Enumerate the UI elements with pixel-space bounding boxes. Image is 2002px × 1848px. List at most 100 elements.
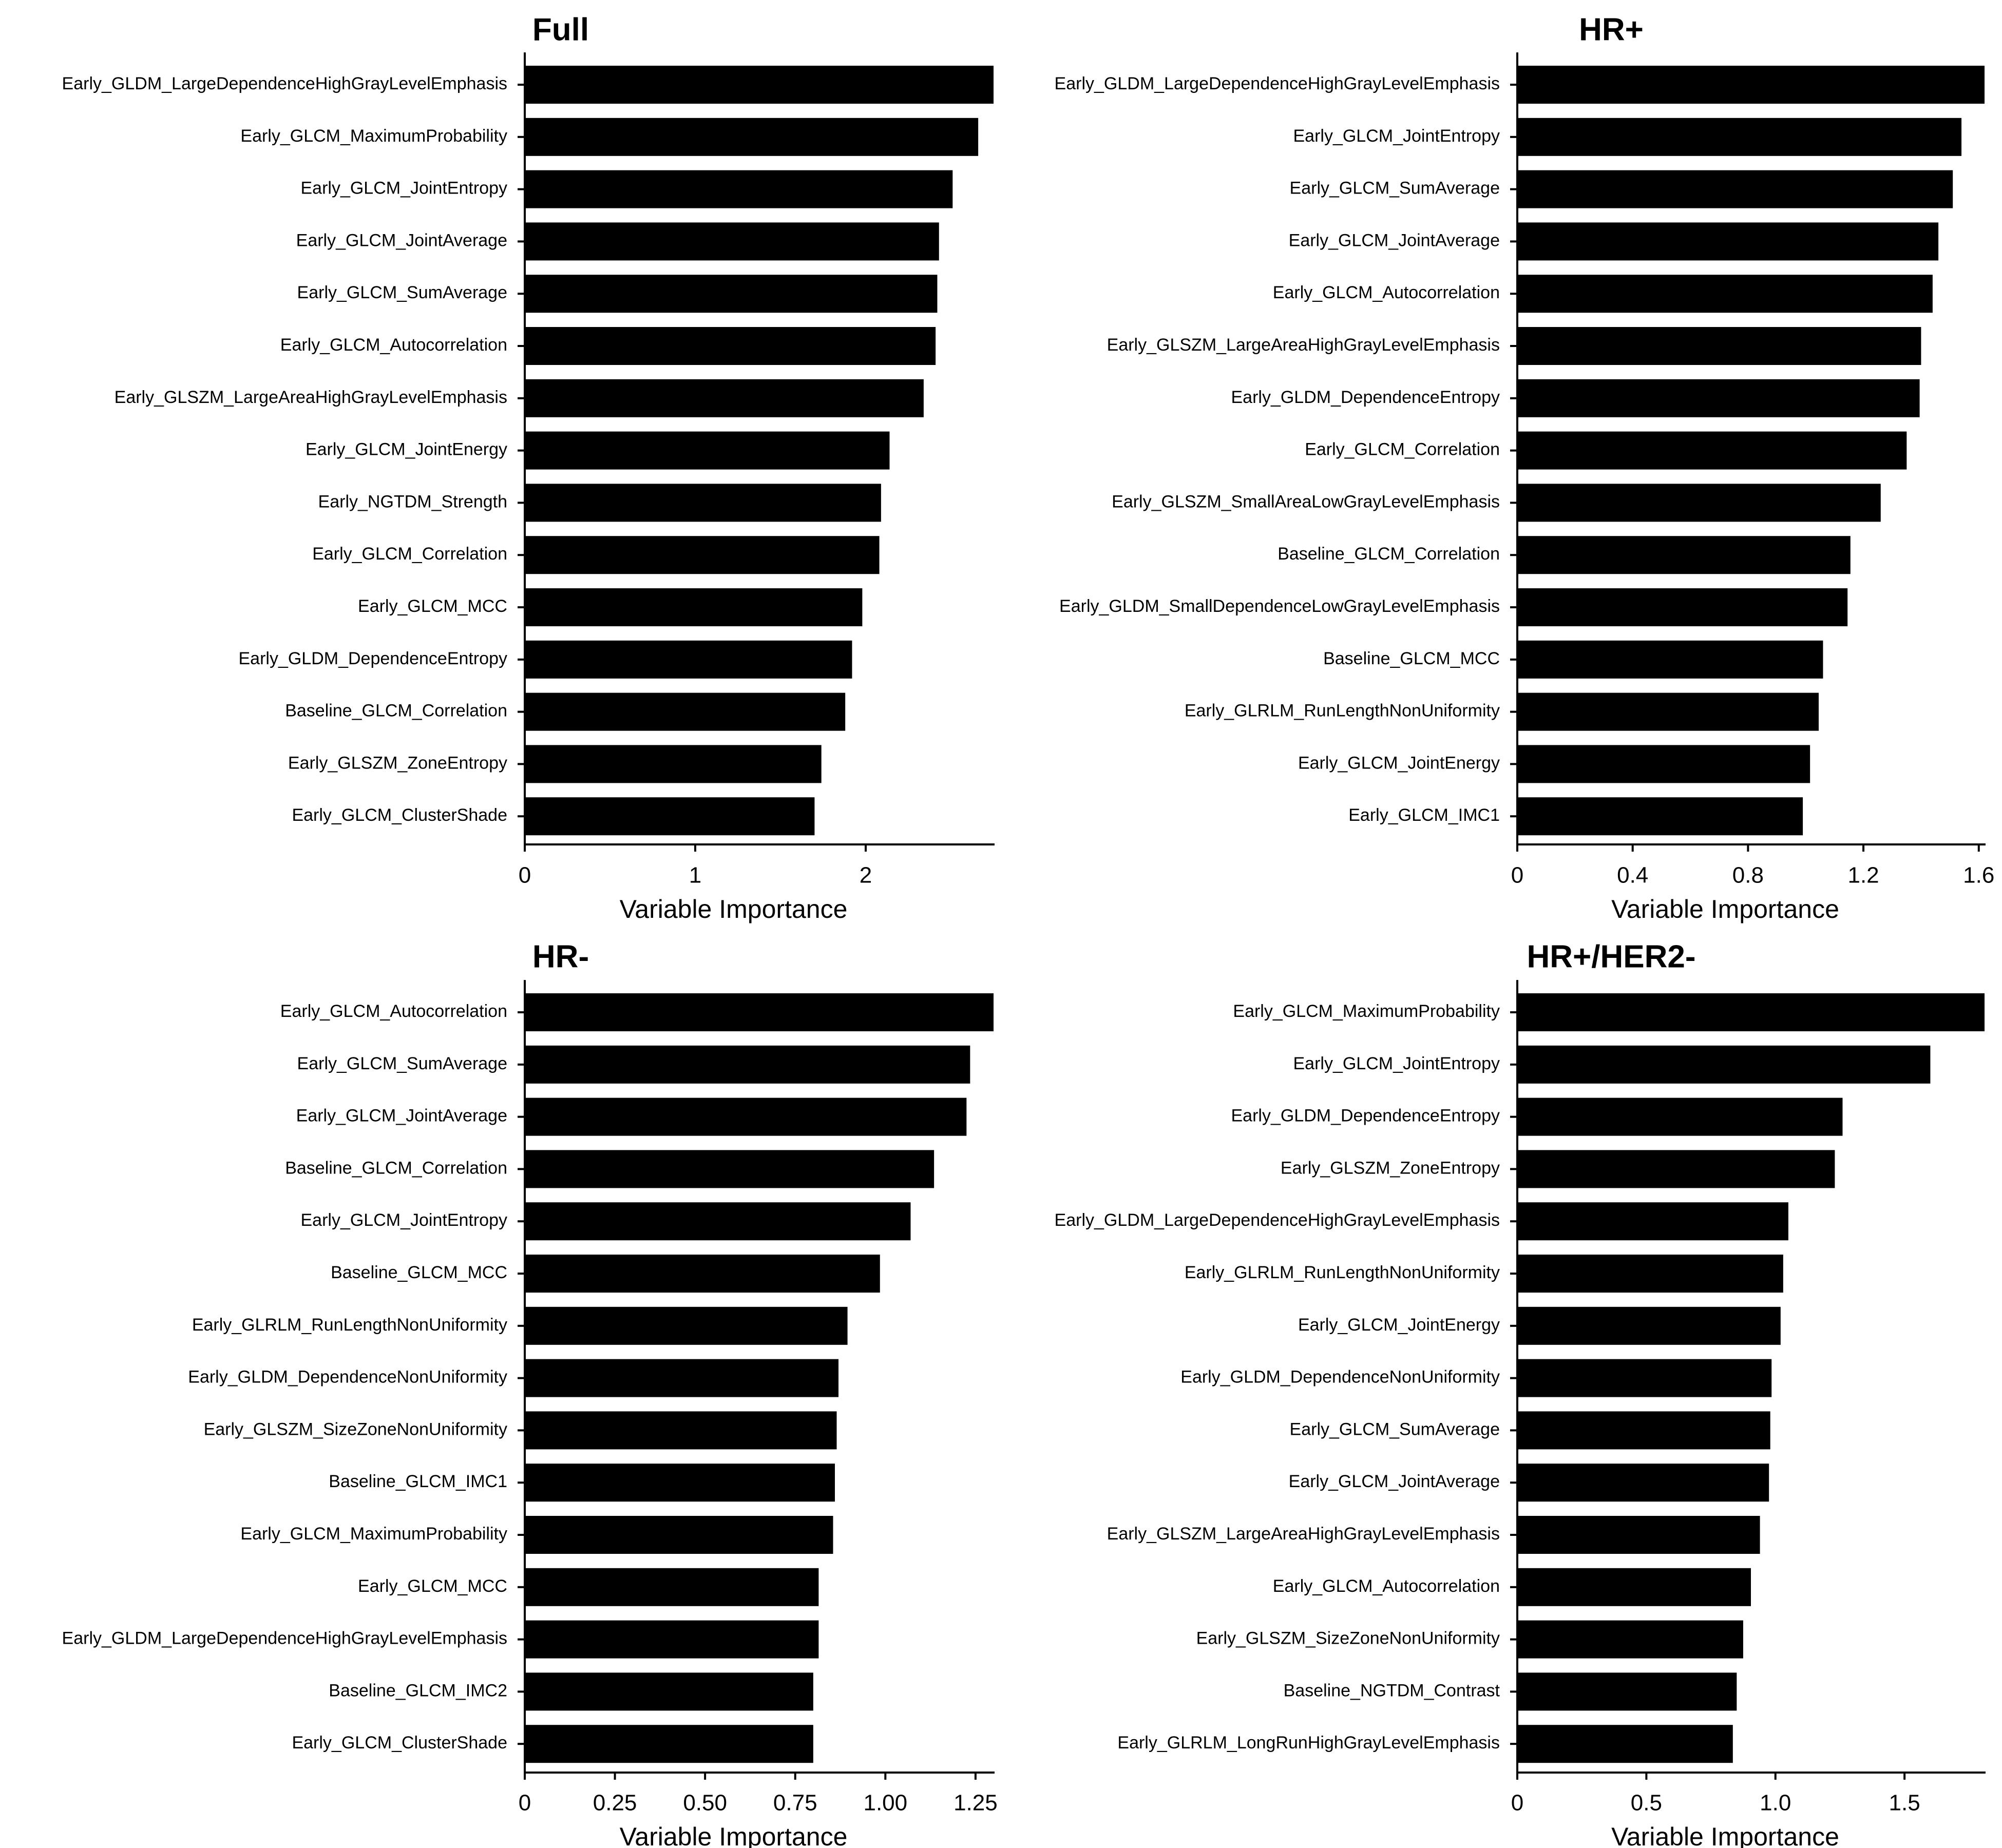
category-label: Early_NGTDM_Strength [318,492,507,511]
category-label: Early_GLCM_JointEnergy [1298,1315,1500,1335]
x-tick-label: 0 [519,863,531,888]
x-tick-label: 2 [860,863,872,888]
bar [525,1202,911,1241]
bar [1517,1411,1770,1450]
category-label: Early_GLDM_SmallDependenceLowGrayLevelEm… [1059,596,1500,616]
panel-title: Full [532,12,589,47]
panel-title: HR+/HER2- [1527,939,1695,974]
bar [1517,170,1953,208]
bar [525,66,994,104]
x-tick-label: 1.5 [1889,1791,1920,1816]
category-label: Early_GLCM_IMC1 [1348,805,1500,825]
bar [1517,1255,1783,1293]
bar [1517,431,1907,470]
category-label: Early_GLDM_LargeDependenceHighGrayLevelE… [62,74,507,93]
category-label: Early_GLCM_JointEnergy [1298,753,1500,773]
category-label: Early_GLCM_ClusterShade [292,805,507,825]
bar [525,536,880,574]
category-label: Baseline_GLCM_MCC [331,1263,507,1282]
category-label: Early_GLCM_JointEnergy [306,440,507,459]
x-axis-title: Variable Importance [620,895,848,923]
category-label: Early_GLCM_Correlation [1305,440,1500,459]
bar [1517,588,1848,626]
bar [1517,536,1851,574]
category-label: Early_GLCM_MCC [358,1576,507,1596]
x-tick-label: 0.5 [1631,1791,1662,1816]
bar [1517,1150,1835,1188]
x-tick-label: 1.0 [1760,1791,1791,1816]
category-label: Early_GLDM_LargeDependenceHighGrayLevelE… [1055,1210,1500,1230]
bar [1517,797,1803,836]
category-label: Early_GLCM_MCC [358,596,507,616]
category-label: Baseline_GLCM_IMC2 [329,1681,507,1700]
category-label: Baseline_GLCM_IMC1 [329,1472,507,1491]
bar [1517,1306,1781,1345]
bar [1517,1516,1760,1554]
bar [525,1306,848,1345]
bar [525,640,852,679]
panel-hr-positive-her2-negative: HR+/HER2- Early_GLCM_MaximumProbability Ea… [1055,939,1986,1848]
bar [1517,640,1823,679]
x-tick-label: 0.4 [1617,863,1648,888]
bar [1517,327,1921,365]
category-label: Early_GLRLM_RunLengthNonUniformity [1185,1263,1500,1282]
panel-hr-negative: HR- Early_GLCM_Autocorrelation Early_GLCM_… [62,939,998,1848]
category-label: Early_GLCM_JointEntropy [300,1210,507,1230]
category-label: Early_GLSZM_SizeZoneNonUniformity [1196,1629,1500,1648]
x-tick-label: 0 [519,1791,531,1816]
category-label: Early_GLCM_ClusterShade [292,1733,507,1753]
bar [525,1359,839,1397]
category-label: Early_GLSZM_LargeAreaHighGrayLevelEmphas… [115,388,507,407]
bar [525,1411,837,1450]
category-label: Early_GLSZM_SizeZoneNonUniformity [204,1419,507,1439]
bar [1517,1202,1788,1241]
panel-full: Full Early_GLDM_LargeDependenceHighGrayLe… [62,12,995,923]
category-label: Baseline_GLCM_Correlation [1278,544,1500,564]
bar [1517,66,1985,104]
category-label: Early_GLCM_JointAverage [296,230,507,250]
category-label: Early_GLDM_LargeDependenceHighGrayLevelE… [62,1629,507,1648]
category-label: Early_GLSZM_ZoneEntropy [288,753,507,773]
category-label: Early_GLDM_DependenceEntropy [1231,388,1500,407]
x-axis-title: Variable Importance [1611,1822,1839,1848]
bar [525,1516,833,1554]
category-label: Early_GLCM_JointEntropy [300,179,507,198]
category-label: Early_GLDM_DependenceEntropy [238,649,507,668]
category-label: Early_GLRLM_RunLengthNonUniformity [192,1315,507,1335]
bar [525,588,863,626]
bar [525,993,994,1031]
bar [525,1672,813,1711]
bar [525,692,846,731]
category-label: Early_GLCM_JointAverage [1289,1472,1500,1491]
category-label: Early_GLRLM_LongRunHighGrayLevelEmphasis [1117,1733,1500,1753]
category-label: Baseline_GLCM_Correlation [285,701,507,721]
category-label: Early_GLCM_JointEntropy [1293,126,1500,146]
category-label: Early_GLSZM_SmallAreaLowGrayLevelEmphasi… [1112,492,1500,511]
bar [1517,1098,1843,1136]
category-label: Early_GLCM_MaximumProbability [240,126,507,146]
category-label: Early_GLCM_Autocorrelation [1273,1576,1500,1596]
bar [1517,1464,1769,1502]
category-label: Early_GLCM_SumAverage [1290,179,1500,198]
category-label: Early_GLCM_Autocorrelation [1273,283,1500,302]
bar [1517,1359,1772,1397]
category-label: Early_GLCM_SumAverage [297,283,507,302]
category-label: Early_GLCM_MaximumProbability [240,1524,507,1544]
bar [525,170,953,208]
category-label: Baseline_NGTDM_Contrast [1284,1681,1500,1700]
x-tick-label: 1.6 [1963,863,1994,888]
category-label: Early_GLCM_Autocorrelation [280,335,507,355]
bar [525,222,939,261]
category-label: Early_GLCM_SumAverage [297,1054,507,1073]
category-label: Early_GLCM_JointEntropy [1293,1054,1500,1073]
bar [1517,993,1985,1031]
bar [1517,379,1920,417]
x-tick-label: 1.25 [954,1791,998,1816]
x-axis-title: Variable Importance [620,1822,848,1848]
category-label: Early_GLCM_JointAverage [1289,230,1500,250]
bar [1517,1568,1751,1606]
category-label: Baseline_GLCM_MCC [1323,649,1500,668]
bar [1517,1620,1743,1659]
x-tick-label: 1.00 [863,1791,907,1816]
